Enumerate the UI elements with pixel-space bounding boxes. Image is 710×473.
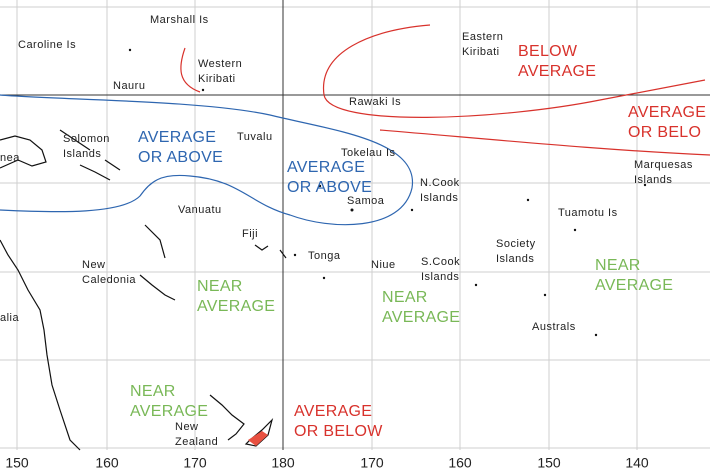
island-dot [526,198,530,202]
island-dot [643,183,647,187]
island-label: Islands [420,192,458,204]
island-dot [128,48,132,52]
island-label: Marshall Is [150,14,209,26]
island-label: Western [198,58,242,70]
island-dot [543,293,547,297]
region-label: AVERAGE [130,403,208,420]
island-label: Samoa [347,195,385,207]
new-zealand-shade [248,431,268,446]
island-label: Zealand [175,436,218,448]
below-contour [379,129,710,156]
island-label: Islands [496,253,534,265]
grid [0,0,710,450]
island-label: Kiribati [198,73,236,85]
region-label: AVERAGE [138,129,216,146]
island-label: Tuvalu [237,131,273,143]
below-contour [323,24,706,118]
island-label: Tuamotu Is [558,207,618,219]
island-label: Islands [421,271,459,283]
island-label: New [175,421,199,433]
island-dot [410,208,414,212]
longitude-label: 180 [271,455,295,471]
region-label: AVERAGE [518,63,596,80]
vanuatu-new-caledonia [139,224,176,301]
island-label: alia [0,312,20,324]
australia [0,239,81,451]
region-label: OR ABOVE [287,179,372,196]
island-label: Eastern [462,31,503,43]
region-label: NEAR [382,289,428,306]
labels: Marshall Is Caroline Is Western Kiribati Nau… [0,14,706,471]
island-dot [350,208,354,212]
island-label: Niue [371,259,396,271]
island-label: N.Cook [420,177,460,189]
longitude-label: 140 [625,455,649,471]
longitude-label: 160 [95,455,119,471]
contours [0,24,710,226]
region-label: AVERAGE [595,277,673,294]
below-contour [180,47,201,93]
island-label: S.Cook [421,256,460,268]
region-label: OR BELOW [294,423,383,440]
region-label: AVERAGE [294,403,372,420]
island-dot [474,283,478,287]
region-label: NEAR [130,383,176,400]
island-dot [318,184,322,188]
island-label: Fiji [242,228,258,240]
island-label: Nauru [113,80,145,92]
region-label: AVERAGE [628,104,706,121]
island-label: Tonga [308,250,341,262]
region-label: AVERAGE [382,309,460,326]
longitude-label: 160 [448,455,472,471]
island-label: Tokelau Is [341,147,396,159]
island-label: Solomon [63,133,110,145]
island-label: New [82,259,106,271]
island-dot [293,253,297,257]
longitude-label: 170 [360,455,384,471]
island-label: Marquesas [634,159,693,171]
region-label: NEAR [595,257,641,274]
above-contour [0,94,413,226]
island-label: Caledonia [82,274,136,286]
region-label: BELOW [518,43,578,60]
papua-new-guinea [0,135,47,169]
island-label: Vanuatu [178,204,222,216]
longitude-label: 150 [537,455,561,471]
island-label: Kiribati [462,46,500,58]
region-label: NEAR [197,278,243,295]
fiji [254,244,287,259]
solomon-islands [59,129,121,181]
region-label: OR BELO [628,124,701,141]
coastlines [0,129,287,451]
island-label: nea [0,152,20,164]
island-dot [201,88,205,92]
region-label: AVERAGE [287,159,365,176]
island-label: Islands [634,174,672,186]
island-dot [594,333,598,337]
island-dot [322,276,326,280]
island-dot [573,228,577,232]
island-label: Islands [63,148,101,160]
island-label: Caroline Is [18,39,76,51]
island-label: Rawaki Is [349,96,401,108]
island-label: Society [496,238,536,250]
island-dots [128,48,647,337]
island-label: Australs [532,321,576,333]
longitude-label: 150 [5,455,29,471]
region-label: AVERAGE [197,298,275,315]
longitude-label: 170 [183,455,207,471]
region-label: OR ABOVE [138,149,223,166]
